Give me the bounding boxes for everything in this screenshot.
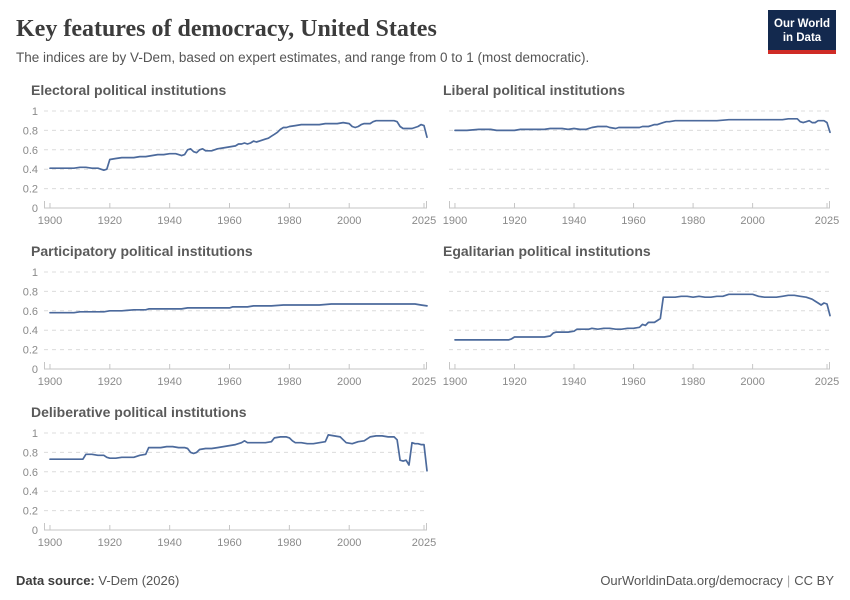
svg-text:2025: 2025 [412,376,436,388]
line-chart-participatory[interactable]: 1900 1920 1940 1960 1980 2000 2025 1 0.8 0.6 0.4 0.… [16,264,437,392]
svg-text:0: 0 [32,525,38,537]
svg-text:1940: 1940 [157,537,181,549]
svg-text:0.8: 0.8 [23,286,38,298]
svg-text:1940: 1940 [157,215,181,227]
data-source-label: Data source: [16,573,95,588]
facet-egalitarian: Egalitarian political institutions 1900 1… [443,243,840,392]
svg-text:1940: 1940 [157,376,181,388]
svg-text:2000: 2000 [337,376,361,388]
svg-text:0.6: 0.6 [23,467,38,479]
svg-text:1: 1 [32,106,38,118]
svg-text:1960: 1960 [621,215,645,227]
svg-text:0.2: 0.2 [23,345,38,357]
charts-grid: Electoral political institutions 1900 192… [16,82,840,553]
svg-text:1900: 1900 [38,537,62,549]
svg-text:0.8: 0.8 [23,125,38,137]
svg-text:1920: 1920 [502,215,526,227]
owid-logo: Our World in Data [768,10,836,54]
svg-text:1920: 1920 [502,376,526,388]
footer: Data source: V-Dem (2026) OurWorldinData… [16,573,834,588]
attribution: OurWorldinData.org/democracy | CC BY [600,573,834,588]
facet-title-egalitarian: Egalitarian political institutions [443,243,651,259]
facet-title-electoral: Electoral political institutions [31,82,227,98]
svg-text:1: 1 [32,267,38,279]
svg-text:1900: 1900 [38,376,62,388]
svg-text:2025: 2025 [412,537,436,549]
svg-text:0: 0 [32,203,38,215]
svg-text:1900: 1900 [443,376,467,388]
svg-text:1980: 1980 [277,537,301,549]
facet-electoral: Electoral political institutions 1900 192… [16,82,437,231]
line-chart-electoral[interactable]: 1900 1920 1940 1960 1980 2000 2025 1 0.8 0.6 0.4 0.… [16,103,437,231]
svg-text:1940: 1940 [562,215,586,227]
line-chart-deliberative[interactable]: 1900 1920 1940 1960 1980 2000 2025 1 0.8 0.6 0.4 0.… [16,425,437,553]
svg-text:2000: 2000 [337,537,361,549]
svg-text:2025: 2025 [815,215,839,227]
svg-text:0.6: 0.6 [23,306,38,318]
facet-deliberative: Deliberative political institutions 1900… [16,404,437,553]
facet-title-participatory: Participatory political institutions [31,243,253,259]
facet-participatory: Participatory political institutions 190… [16,243,437,392]
header: Key features of democracy, United States… [0,0,850,66]
svg-text:0.4: 0.4 [23,325,38,337]
svg-text:2000: 2000 [337,215,361,227]
svg-text:1960: 1960 [621,376,645,388]
svg-text:1980: 1980 [277,215,301,227]
logo-line1: Our World [774,18,831,30]
svg-text:1980: 1980 [681,215,705,227]
svg-text:1960: 1960 [217,215,241,227]
attribution-divider: | [786,573,791,588]
page-title: Key features of democracy, United States [16,16,437,42]
line-chart-liberal[interactable]: 1900 1920 1940 1960 1980 2000 2025 [443,103,839,231]
svg-text:2000: 2000 [740,376,764,388]
svg-text:1920: 1920 [98,215,122,227]
svg-text:0.4: 0.4 [23,486,38,498]
svg-text:1920: 1920 [98,376,122,388]
svg-text:2025: 2025 [815,376,839,388]
data-source: Data source: V-Dem (2026) [16,573,179,588]
svg-text:1900: 1900 [38,215,62,227]
svg-text:2000: 2000 [740,215,764,227]
svg-text:2025: 2025 [412,215,436,227]
svg-text:1940: 1940 [562,376,586,388]
svg-text:1960: 1960 [217,537,241,549]
svg-text:0.2: 0.2 [23,184,38,196]
svg-text:0.8: 0.8 [23,447,38,459]
data-source-value[interactable]: V-Dem (2026) [94,573,180,588]
svg-text:0.6: 0.6 [23,145,38,157]
svg-text:1900: 1900 [443,215,467,227]
facet-liberal: Liberal political institutions 1900 1920 1… [443,82,840,231]
svg-text:1960: 1960 [217,376,241,388]
svg-text:0: 0 [32,364,38,376]
svg-text:1980: 1980 [277,376,301,388]
svg-text:0.2: 0.2 [23,506,38,518]
svg-text:1: 1 [32,428,38,440]
svg-text:1980: 1980 [681,376,705,388]
line-chart-egalitarian[interactable]: 1900 1920 1940 1960 1980 2000 2025 [443,264,839,392]
owid-url[interactable]: OurWorldinData.org/democracy [600,573,783,588]
license-badge[interactable]: CC BY [794,573,834,588]
svg-text:1920: 1920 [98,537,122,549]
logo-line2: in Data [782,32,822,44]
facet-title-deliberative: Deliberative political institutions [31,404,247,420]
facet-title-liberal: Liberal political institutions [443,82,626,98]
svg-text:0.4: 0.4 [23,164,38,176]
page-subtitle: The indices are by V-Dem, based on exper… [16,50,590,65]
